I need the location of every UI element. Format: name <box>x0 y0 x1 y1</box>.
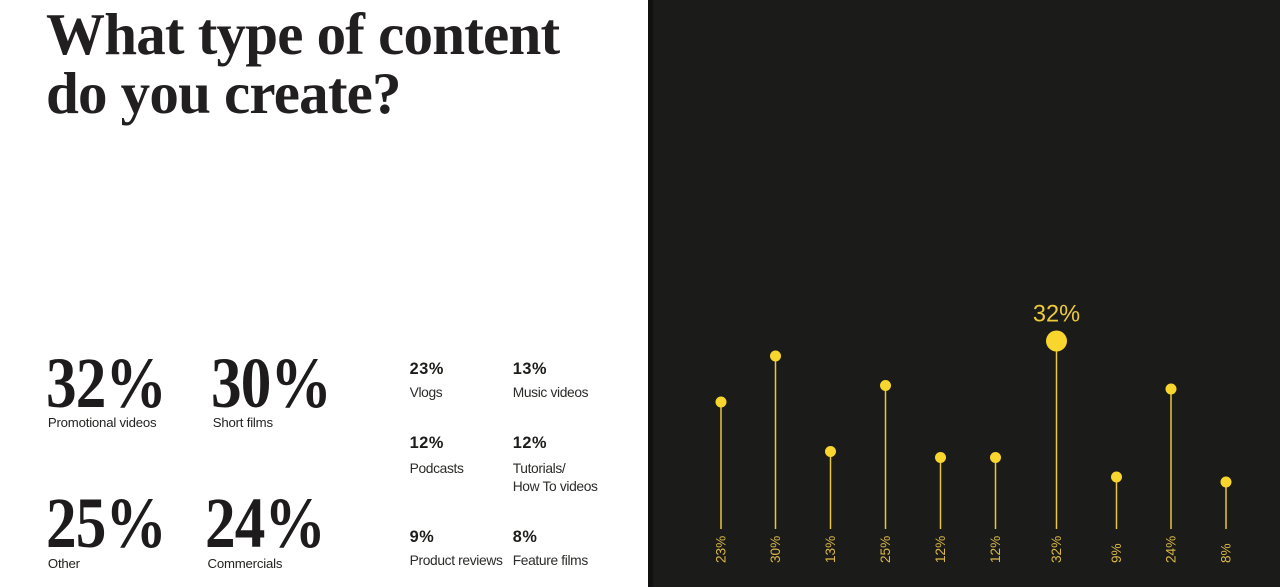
svg-text:32%: 32% <box>1033 302 1080 328</box>
svg-text:24%: 24% <box>1164 536 1179 563</box>
svg-text:12%: 12% <box>988 536 1003 563</box>
svg-text:9%: 9% <box>1109 543 1124 563</box>
svg-text:23%: 23% <box>714 536 729 563</box>
svg-text:32%: 32% <box>1049 536 1064 563</box>
svg-text:13%: 13% <box>823 536 838 563</box>
svg-text:8%: 8% <box>1219 543 1234 563</box>
svg-text:30%: 30% <box>768 536 783 563</box>
svg-text:25%: 25% <box>878 536 893 563</box>
svg-text:12%: 12% <box>933 536 948 563</box>
